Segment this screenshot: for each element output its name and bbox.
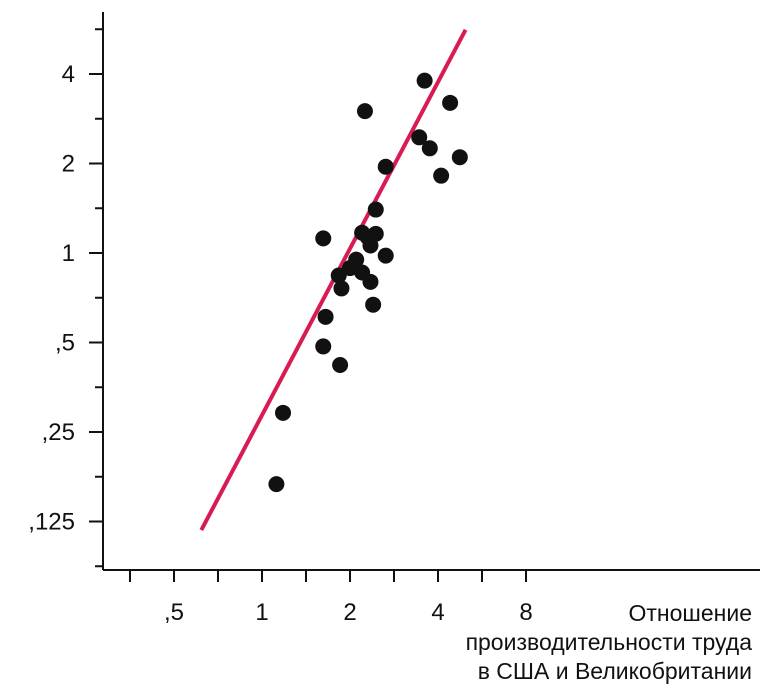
data-point [442, 94, 459, 111]
y-tick-label: 2 [62, 151, 75, 178]
data-point [268, 476, 285, 493]
data-point [333, 280, 350, 297]
data-point [411, 129, 428, 146]
x-axis-label-line-2: производительности труда [466, 629, 753, 655]
x-tick-label: 1 [255, 599, 268, 626]
data-point [330, 267, 347, 284]
data-point [348, 251, 365, 268]
data-point [315, 338, 332, 355]
data-point [416, 72, 433, 89]
x-tick-label: 8 [519, 599, 532, 626]
x-tick-label: 4 [431, 599, 444, 626]
x-ticks [129, 570, 527, 582]
data-point [421, 140, 438, 157]
data-point [317, 308, 334, 325]
data-point [451, 149, 468, 166]
data-points [268, 72, 468, 493]
data-point [362, 273, 379, 290]
y-tick-label: ,25 [42, 419, 75, 446]
data-point [433, 167, 450, 184]
data-point [275, 404, 292, 421]
data-point [367, 225, 384, 242]
y-tick-label: ,5 [55, 330, 75, 357]
y-tick-label: 1 [62, 240, 75, 267]
y-tick-label: ,125 [28, 509, 75, 536]
x-tick-labels: ,5 1 2 4 8 [164, 599, 533, 626]
y-tick-label: 4 [62, 61, 75, 88]
data-point [377, 158, 394, 175]
y-tick-labels: ,125 ,25 ,5 1 2 4 [28, 61, 75, 536]
x-axis-label-line-1: Отношение [628, 600, 752, 626]
data-point [356, 103, 373, 120]
x-axis-label-line-3: в США и Великобритании [478, 658, 752, 684]
x-tick-label: ,5 [164, 599, 184, 626]
data-point [315, 230, 332, 247]
data-point [367, 201, 384, 218]
data-point [365, 296, 382, 313]
data-point [377, 247, 394, 264]
data-point [332, 357, 349, 374]
y-ticks [89, 28, 103, 568]
x-tick-label: 2 [343, 599, 356, 626]
